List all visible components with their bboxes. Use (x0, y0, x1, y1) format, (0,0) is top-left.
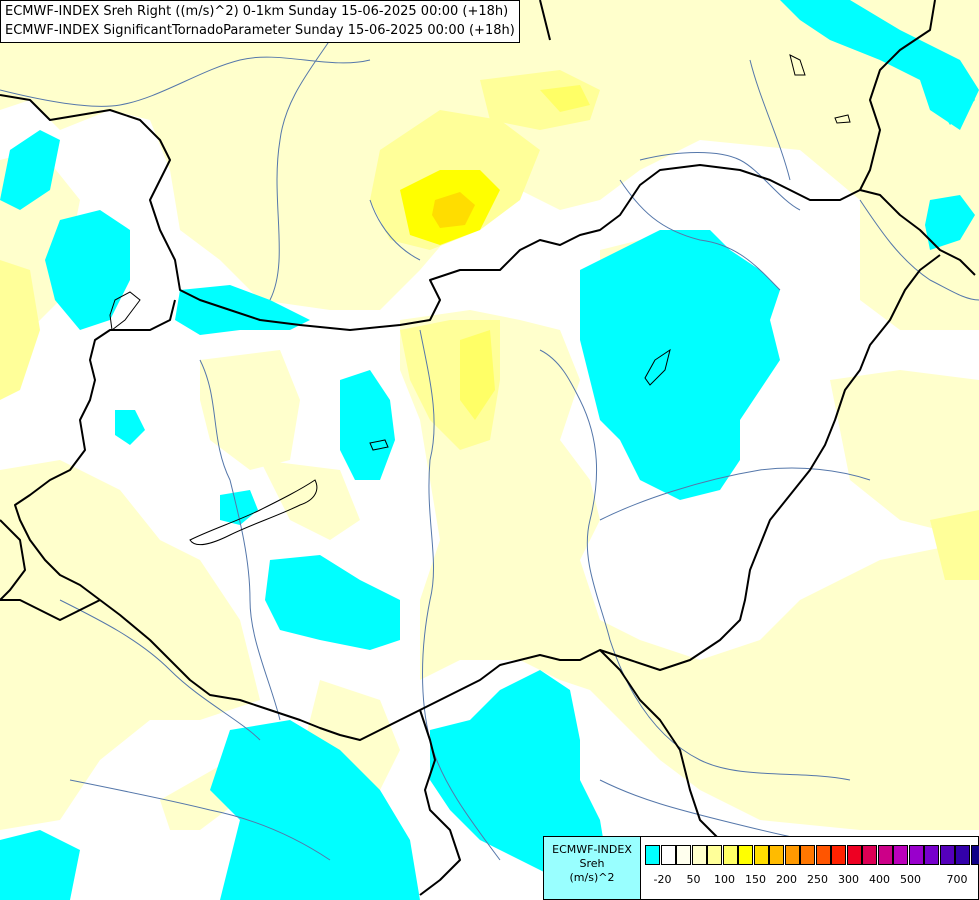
legend-swatch (893, 845, 908, 865)
legend-swatch (769, 845, 784, 865)
legend-swatch (877, 845, 893, 865)
legend-swatch (784, 845, 800, 865)
legend-swatch (831, 845, 846, 865)
legend-swatch (691, 845, 707, 865)
legend-tick-label: -20 (653, 873, 672, 886)
legend-swatch (955, 845, 970, 865)
legend-swatch (862, 845, 877, 865)
legend-tick-label: 700 (946, 873, 968, 886)
legend-tick-label: 200 (776, 873, 797, 886)
lakes (109, 54, 851, 546)
legend-swatch (970, 845, 979, 865)
legend-tick-label: 50 (686, 873, 701, 886)
legend-swatch (676, 845, 691, 865)
legend-swatch (660, 845, 676, 865)
title-line-1: ECMWF-INDEX Sreh Right ((m/s)^2) 0-1km S… (5, 4, 509, 19)
legend-swatch (939, 845, 955, 865)
legend-swatch (722, 845, 738, 865)
title-line-2: ECMWF-INDEX SignificantTornadoParameter … (5, 23, 515, 38)
legend-swatch (908, 845, 924, 865)
legend-tick-label: 250 (807, 873, 828, 886)
map-title: ECMWF-INDEX Sreh Right ((m/s)^2) 0-1km S… (0, 0, 520, 43)
legend-label-line-3: (m/s)^2 (569, 871, 615, 884)
legend-swatch (753, 845, 769, 865)
legend-swatch (800, 845, 815, 865)
legend-swatch (645, 845, 660, 865)
legend-swatch (815, 845, 831, 865)
color-legend: ECMWF-INDEX Sreh (m/s)^2 -20 50 100 150 200 2… (543, 836, 979, 900)
legend-label: ECMWF-INDEX Sreh (m/s)^2 (544, 837, 641, 899)
legend-tick-label: 100 (714, 873, 735, 886)
legend-label-line-2: Sreh (579, 857, 605, 870)
legend-swatch (738, 845, 753, 865)
legend-swatch (846, 845, 862, 865)
legend-label-line-1: ECMWF-INDEX (552, 843, 632, 856)
rivers (0, 39, 979, 861)
legend-tick-label: 400 (869, 873, 890, 886)
legend-tick-label: 150 (745, 873, 766, 886)
legend-tick-label: 500 (900, 873, 921, 886)
yellow-fields (0, 70, 979, 580)
legend-tick-label: 300 (838, 873, 859, 886)
legend-swatch (924, 845, 939, 865)
legend-swatch (707, 845, 722, 865)
